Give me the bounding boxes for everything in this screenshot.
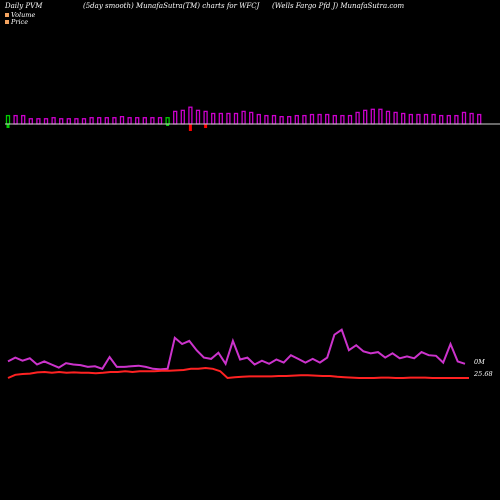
volume-bar [104, 117, 109, 125]
volume-bar [401, 112, 406, 125]
volume-bar [81, 118, 87, 125]
volume-bar [135, 117, 140, 125]
volume-bar [51, 117, 56, 125]
volume-bar [165, 117, 170, 125]
volume-bar [423, 113, 429, 125]
volume-bar [241, 110, 246, 125]
volume-bar [173, 110, 178, 125]
volume-bar [385, 110, 391, 125]
volume-bar [302, 114, 307, 125]
volume-bar [211, 112, 216, 125]
volume-bar [157, 117, 163, 125]
volume-bar [13, 114, 18, 125]
chart-title-middle: (5day smooth) MunafaSutra(TM) charts for… [83, 2, 260, 10]
volume-bars [5, 106, 482, 131]
volume-bar [454, 114, 459, 125]
volume-bar [112, 117, 117, 125]
volume-bar [233, 112, 239, 125]
volume-bar [271, 114, 277, 125]
legend-volume-label: Volume [11, 11, 36, 19]
volume-bar [264, 114, 269, 125]
price-line [7, 366, 469, 380]
volume-bar [325, 113, 330, 125]
volume-bar [347, 114, 353, 125]
volume-bar [279, 116, 284, 125]
legend-price-swatch [5, 20, 9, 24]
volume-bar [287, 116, 292, 125]
volume-bar [127, 117, 132, 125]
volume-bar [355, 111, 360, 125]
volume-bar [439, 114, 444, 125]
volume-bar [363, 109, 368, 125]
volume-bar [309, 113, 315, 125]
volume-bar [332, 114, 337, 125]
volume-bar [195, 109, 201, 125]
volume-bar [370, 108, 375, 125]
legend-volume: Volume [5, 11, 35, 19]
volume-bar [150, 117, 155, 125]
volume-bar [89, 117, 94, 125]
volume-bar [28, 118, 33, 125]
volume-bar [66, 118, 71, 125]
chart-title-right: (Wells Fargo Pfd J) MunafaSutra.com [272, 2, 405, 10]
volume-bar-below [188, 124, 192, 131]
volume-bar [294, 114, 299, 125]
volume-bar [393, 111, 398, 125]
volume-bar-below [166, 124, 170, 126]
volume-bar [36, 118, 41, 125]
volume-bar [249, 111, 254, 125]
last-price-label: 25.68 [473, 370, 493, 378]
volume-bar [21, 114, 26, 125]
volume-bar [431, 113, 436, 125]
volume-bar [461, 111, 467, 125]
volume-bar-below [6, 124, 10, 128]
volume-bar [97, 117, 102, 125]
volume-bar [256, 113, 261, 125]
volume-line [7, 328, 466, 371]
volume-bar [119, 116, 125, 125]
legend-price: Price [5, 18, 28, 26]
volume-bar [416, 113, 421, 125]
last-volume-label: 0M [474, 358, 485, 366]
volume-bar [203, 110, 208, 125]
legend-volume-swatch [5, 13, 9, 17]
volume-bar-below [204, 124, 208, 128]
volume-bar [43, 118, 49, 125]
volume-bar [226, 112, 231, 125]
volume-bar [188, 106, 193, 125]
volume-bar [378, 108, 383, 125]
volume-bar [469, 112, 474, 125]
volume-bar [317, 113, 322, 125]
volume-bar [340, 114, 345, 125]
volume-bar [408, 113, 413, 125]
volume-bar [142, 117, 147, 125]
volume-bar [446, 114, 451, 125]
volume-bar [74, 118, 79, 125]
volume-bar [5, 114, 11, 125]
chart-title-left: Daily PVM [5, 2, 43, 10]
volume-bar [218, 112, 223, 125]
volume-bar [59, 118, 64, 125]
volume-bar [477, 113, 482, 125]
legend-price-label: Price [11, 18, 29, 26]
volume-bar [180, 109, 185, 125]
